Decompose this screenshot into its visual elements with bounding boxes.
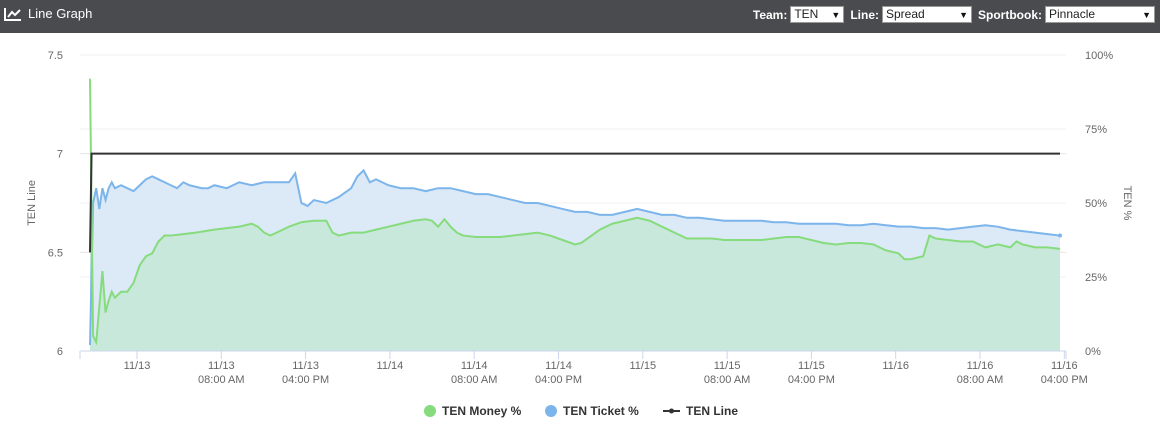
legend-money-symbol xyxy=(424,405,436,417)
x-tick-label: 11/15 xyxy=(798,360,825,372)
chevron-down-icon: ▼ xyxy=(1142,10,1151,20)
chart-header: Line Graph Team: TEN ▼ Line: Spread ▼ Sp… xyxy=(0,0,1160,33)
line-label: Line: xyxy=(850,7,879,22)
ticket-series-line xyxy=(89,168,1061,346)
x-tick-label-time: 08:00 AM xyxy=(704,374,750,386)
header-title-group: Line Graph xyxy=(4,6,92,21)
legend-line-marker xyxy=(669,408,674,414)
right-tick-label: 25% xyxy=(1085,272,1107,284)
left-tick-label: 7.5 xyxy=(48,50,63,62)
left-axis-title: TEN Line xyxy=(26,180,38,226)
x-tick-label: 11/16 xyxy=(1051,360,1078,372)
left-tick-label: 6.5 xyxy=(48,247,63,259)
chart-controls: Team: TEN ▼ Line: Spread ▼ Sportbook: Pi… xyxy=(753,6,1155,23)
x-tick-label: 11/13 xyxy=(208,360,235,372)
team-select[interactable]: TEN ▼ xyxy=(790,6,845,23)
x-tick-label: 11/16 xyxy=(967,360,994,372)
money-series-line xyxy=(89,78,1061,346)
left-tick-label: 7 xyxy=(57,149,63,161)
right-tick-label: 50% xyxy=(1085,198,1107,210)
x-tick-label-time: 08:00 AM xyxy=(957,374,1003,386)
team-label: Team: xyxy=(752,7,788,22)
right-axis-title: TEN % xyxy=(1121,186,1133,221)
x-tick-label-time: 04:00 PM xyxy=(282,374,329,386)
x-tick-label: 11/16 xyxy=(882,360,909,372)
sportsbook-label: Sportbook: xyxy=(978,7,1042,22)
legend-ticket-label: TEN Ticket % xyxy=(563,404,639,418)
line-chart: 11/13 11/13 08:00 AM 11/13 04:00 PM 11/14 11/1… xyxy=(26,50,1133,418)
money-area xyxy=(90,78,1060,352)
ten-line-series xyxy=(89,152,1060,253)
chevron-down-icon: ▼ xyxy=(831,10,841,20)
x-tick-label: 11/15 xyxy=(629,360,656,372)
right-tick-label: 75% xyxy=(1085,124,1107,136)
x-tick-label: 11/13 xyxy=(124,360,151,372)
page-title: Line Graph xyxy=(28,6,93,21)
line-chart-icon xyxy=(4,7,21,21)
x-tick-label: 11/13 xyxy=(292,360,319,372)
legend-line-label: TEN Line xyxy=(686,404,738,418)
legend-money-label: TEN Money % xyxy=(442,404,522,418)
sportsbook-select-value: Pinnacle xyxy=(1049,7,1096,21)
x-tick-label: 11/14 xyxy=(377,360,404,372)
legend-ticket-symbol xyxy=(545,405,557,417)
team-select-value: TEN xyxy=(794,7,819,21)
line-select-value: Spread xyxy=(886,7,925,21)
ticket-end-point xyxy=(1058,233,1062,238)
x-tick-label-time: 04:00 PM xyxy=(1041,374,1088,386)
x-tick-label: 11/15 xyxy=(714,360,741,372)
sportsbook-select[interactable]: Pinnacle ▼ xyxy=(1045,6,1155,23)
x-tick-label-time: 04:00 PM xyxy=(788,374,835,386)
x-tick-label: 11/14 xyxy=(461,360,488,372)
x-tick-label-time: 08:00 AM xyxy=(198,374,244,386)
x-tick-label-time: 04:00 PM xyxy=(535,374,582,386)
line-select[interactable]: Spread ▼ xyxy=(882,6,972,23)
right-tick-label: 0% xyxy=(1085,346,1101,358)
left-tick-label: 6 xyxy=(57,346,63,358)
x-tick-label-time: 08:00 AM xyxy=(451,374,497,386)
x-tick-label: 11/14 xyxy=(545,360,572,372)
chevron-down-icon: ▼ xyxy=(959,10,968,20)
right-tick-label: 100% xyxy=(1085,50,1113,62)
